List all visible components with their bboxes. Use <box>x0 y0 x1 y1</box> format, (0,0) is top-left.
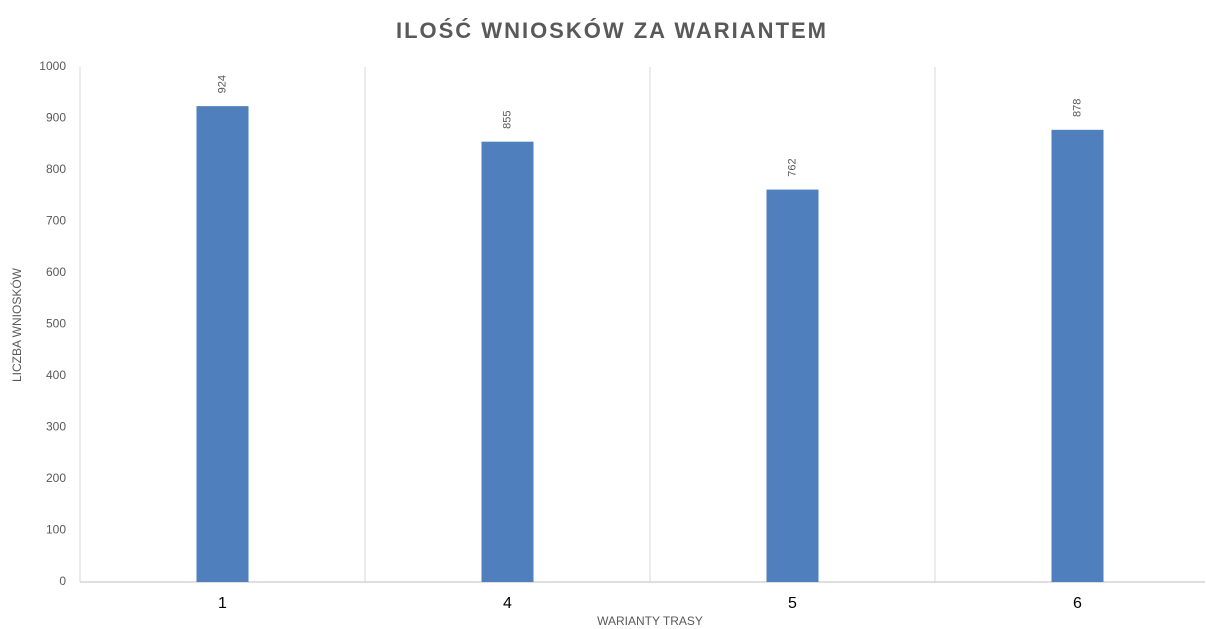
y-tick-label: 100 <box>46 523 66 537</box>
y-tick-label: 300 <box>46 420 66 434</box>
data-label: 855 <box>501 110 513 128</box>
x-tick-label: 5 <box>788 595 797 612</box>
chart-title: ILOŚĆ WNIOSKÓW ZA WARIANTEM <box>396 18 828 43</box>
y-tick-label: 600 <box>46 265 66 279</box>
y-tick-label: 400 <box>46 368 66 382</box>
x-tick-label: 1 <box>218 595 227 612</box>
bar <box>196 106 249 582</box>
bar <box>481 141 534 583</box>
y-tick-label: 500 <box>46 317 66 331</box>
y-tick-label: 1000 <box>39 59 66 73</box>
data-label: 924 <box>216 75 228 93</box>
bar <box>766 189 819 582</box>
x-tick-label: 6 <box>1073 595 1082 612</box>
y-tick-label: 900 <box>46 111 66 125</box>
y-tick-label: 200 <box>46 471 66 485</box>
y-tick-label: 800 <box>46 162 66 176</box>
bar <box>1051 129 1104 582</box>
y-tick-label: 0 <box>59 574 66 588</box>
y-axis-label: LICZBA WNIOSKÓW <box>9 267 24 382</box>
x-tick-label: 4 <box>503 595 512 612</box>
y-tick-label: 700 <box>46 214 66 228</box>
x-axis-label: WARIANTY TRASY <box>597 614 703 628</box>
data-label: 878 <box>1071 99 1083 117</box>
data-label: 762 <box>786 158 798 176</box>
